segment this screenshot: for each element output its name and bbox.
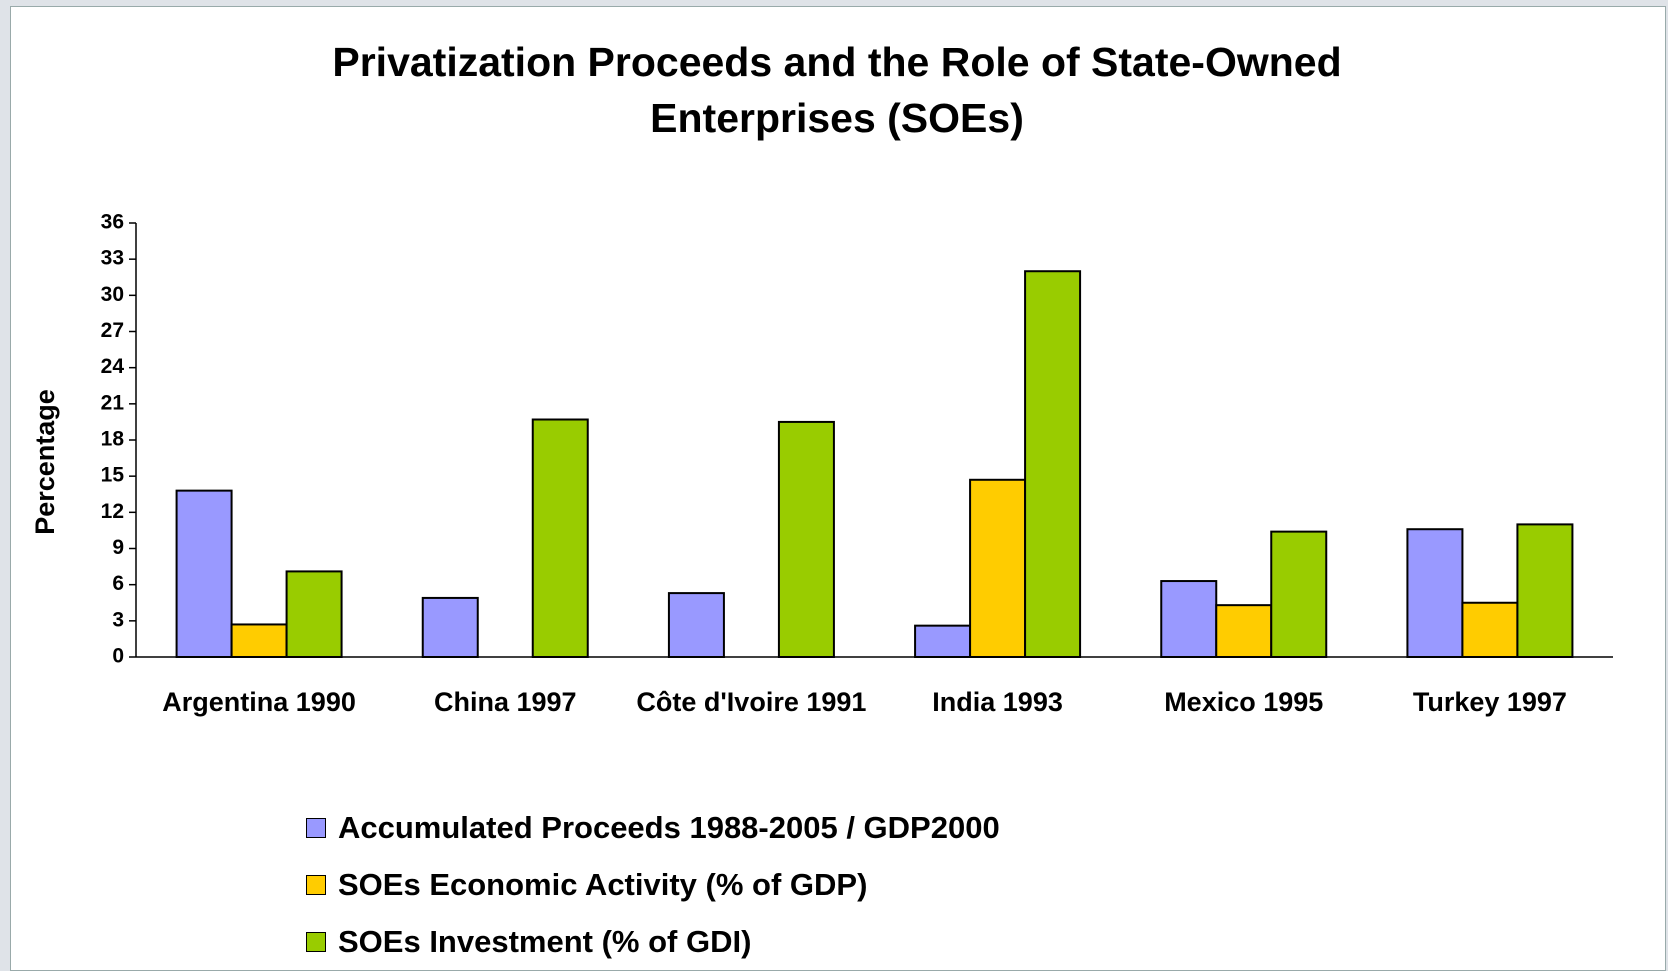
x-tick-label: Argentina 1990 [162, 687, 356, 717]
legend-label: Accumulated Proceeds 1988-2005 / GDP2000 [338, 810, 1000, 845]
y-axis-label: Percentage [30, 389, 60, 535]
x-tick-label: Mexico 1995 [1164, 687, 1324, 717]
y-tick-label: 9 [112, 536, 124, 559]
y-tick-label: 30 [101, 283, 124, 306]
y-tick-label: 27 [101, 319, 124, 342]
x-tick-label: Turkey 1997 [1412, 687, 1567, 717]
bar [175, 489, 233, 658]
legend-swatch [306, 875, 326, 895]
bar [667, 592, 725, 658]
bar [1270, 530, 1328, 658]
y-tick-label: 21 [101, 391, 125, 414]
legend-swatch [306, 818, 326, 838]
bar [1160, 580, 1218, 658]
y-tick-label: 3 [112, 608, 124, 631]
bar [777, 420, 835, 658]
y-tick-label: 6 [112, 572, 124, 595]
bar [1024, 270, 1082, 658]
legend-label: SOEs Investment (% of GDI) [338, 924, 752, 959]
bar [230, 623, 288, 659]
y-tick-label: 0 [112, 645, 124, 668]
x-tick-label: China 1997 [433, 687, 577, 717]
bar [969, 478, 1027, 658]
bar [421, 596, 479, 659]
y-tick-label: 15 [101, 464, 125, 487]
bar [285, 570, 343, 659]
chart-panel [10, 6, 1666, 971]
bar [914, 624, 972, 659]
y-tick-label: 24 [101, 355, 125, 378]
bar [1215, 604, 1273, 659]
legend-swatch [306, 932, 326, 952]
x-tick-label: India 1993 [932, 687, 1063, 717]
legend-label: SOEs Economic Activity (% of GDP) [338, 867, 868, 902]
y-tick-label: 36 [101, 211, 124, 234]
y-tick-label: 33 [101, 247, 124, 270]
x-tick-label: Côte d'Ivoire 1991 [636, 687, 867, 717]
bar [1461, 601, 1519, 658]
bar [1406, 528, 1464, 659]
y-tick-label: 12 [101, 500, 124, 523]
bar [1516, 523, 1574, 659]
chart-title: Privatization Proceeds and the Role of S… [332, 39, 1342, 141]
y-tick-label: 18 [101, 428, 125, 451]
bar [531, 418, 589, 658]
